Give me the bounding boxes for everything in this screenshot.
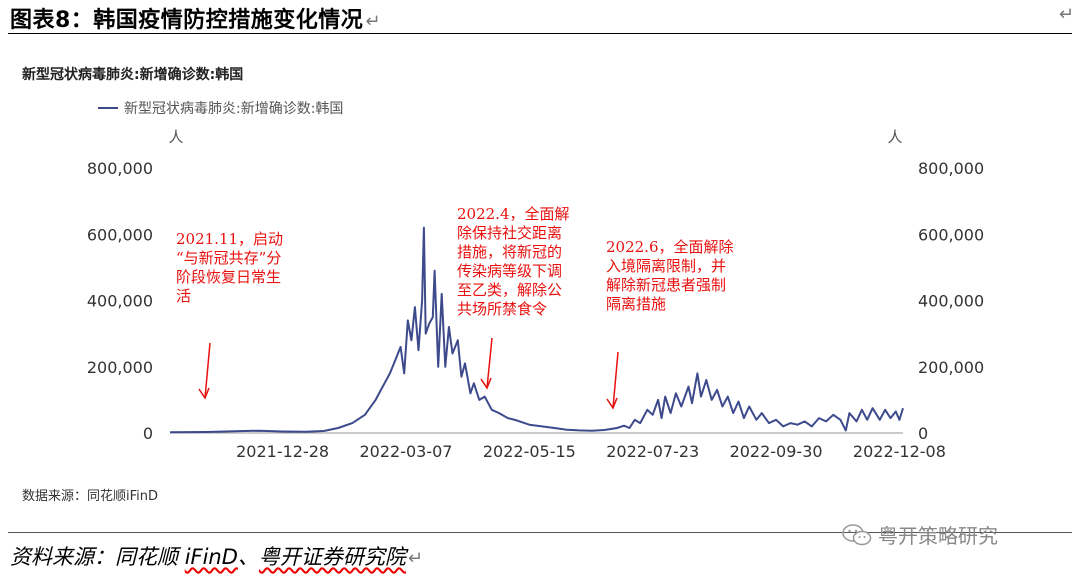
chart-source-note: 数据来源：同花顺iFinD [22,489,159,504]
watermark: 粤开策略研究 [842,520,998,549]
annotation-text: 活 [176,287,191,305]
x-tick-label: 2022-09-30 [730,442,823,461]
chart-title: 新型冠状病毒肺炎:新增确诊数:韩国 [22,67,244,83]
figure-title: 图表8：韩国疫情防控措施变化情况 ↵ [10,2,381,34]
watermark-text: 粤开策略研究 [878,524,998,548]
y-tick-label-left: 600,000 [87,225,153,244]
annotation-text: 至乙类，解除公 [457,281,562,299]
annotation-arrow-head [198,387,210,400]
y-tick-label-right: 600,000 [918,225,984,244]
annotation-text: 隔离措施 [606,295,666,313]
y-tick-label-right: 200,000 [918,358,984,377]
y-tick-label-left: 200,000 [87,358,153,377]
annotation-arrow-head [480,377,492,390]
y-tick-label-left: 0 [143,424,153,443]
y-tick-label-left: 400,000 [87,292,153,311]
annotation-arrow-head [606,397,618,410]
annotation-text: 解除新冠患者强制 [606,276,726,294]
series-line [169,226,904,434]
source-institute: 粤开证券研究院 [258,545,406,569]
annotation-text: 措施，将新冠的 [457,243,562,261]
source-label: 资料来源：同花顺 [10,545,185,569]
annotation-text: 除保持社交距离 [457,224,562,242]
annotation-text: 2022.4，全面解 [457,205,570,223]
chart-legend: 新型冠状病毒肺炎:新增确诊数:韩国 [98,98,343,118]
x-tick-label: 2021-12-28 [236,442,329,461]
annotation-text: 2022.6，全面解除 [606,238,734,256]
x-tick-label: 2022-05-15 [483,442,576,461]
y-tick-label-right: 0 [918,424,928,443]
figure-title-text: 图表8：韩国疫情防控措施变化情况 [10,8,364,33]
annotation-text: “与新冠共存”分 [176,249,281,267]
annotation-text: 阶段恢复日常生 [176,268,281,286]
wechat-icon [842,523,872,545]
annotation-text: 入境隔离限制，并 [606,257,726,275]
x-tick-label: 2022-03-07 [359,442,452,461]
annotation-arrow [204,342,211,399]
annotation-text: 传染病等级下调 [457,262,562,280]
y-tick-label-left: 800,000 [87,159,153,178]
bottom-divider [8,532,1072,533]
annotation-text: 2021.11，启动 [176,230,283,248]
paragraph-mark-icon: ↵ [1058,4,1074,25]
x-tick-label: 2022-07-23 [606,442,699,461]
annotation-text: 共场所禁食令 [457,300,547,318]
source-sep: 、 [237,545,259,569]
annotation-arrow [486,337,493,389]
x-tick-label: 2022-12-08 [853,442,946,461]
paragraph-mark-icon: ↵ [365,11,381,32]
y-tick-label-right: 800,000 [918,159,984,178]
paragraph-mark-icon: ↵ [407,548,424,569]
legend-label: 新型冠状病毒肺炎:新增确诊数:韩国 [124,101,344,117]
annotation-arrow [612,351,619,409]
source-ifind: iFinD [184,545,238,569]
title-divider [8,33,1072,34]
y-axis-unit-left: 人 [168,128,183,146]
legend-swatch [98,107,118,109]
y-axis-unit-right: 人 [887,128,902,146]
figure-source: 资料来源：同花顺 iFinD、粤开证券研究院 ↵ [10,541,423,571]
y-tick-label-right: 400,000 [918,292,984,311]
